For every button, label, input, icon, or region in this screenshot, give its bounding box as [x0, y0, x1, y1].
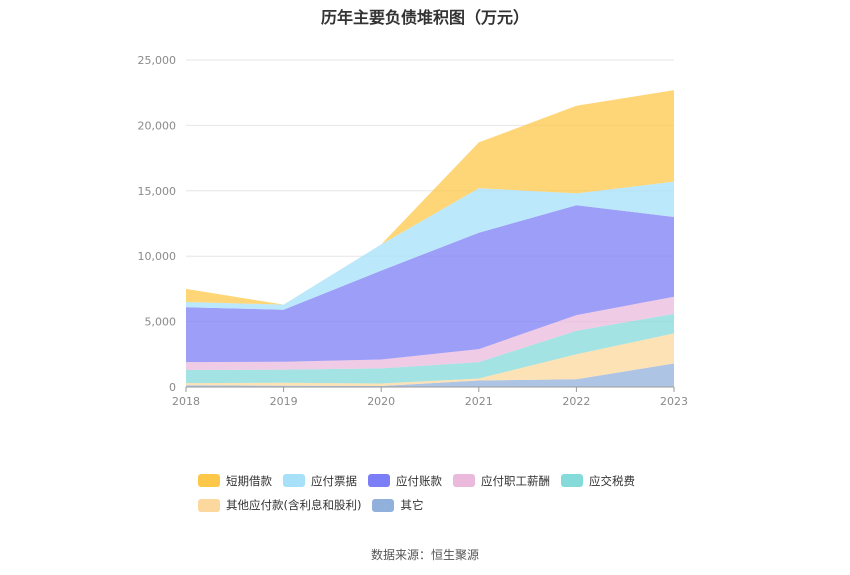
legend-item[interactable]: 应付账款 — [368, 473, 442, 489]
area-series-应付职工薪酬[interactable] — [186, 296, 674, 370]
y-tick-label: 10,000 — [138, 250, 177, 263]
legend-label: 应付职工薪酬 — [481, 473, 550, 488]
area-series-短期借款[interactable] — [186, 90, 674, 305]
legend-label: 短期借款 — [226, 473, 272, 488]
area-series-其他应付款(含利息和股利)[interactable] — [186, 333, 674, 386]
legend-label: 其它 — [400, 498, 424, 512]
area-series — [186, 90, 674, 387]
legend: 短期借款 应付票据 应付账款 应付职工薪酬 应交税费其他应付款(含利息和股利) 其它 — [198, 472, 678, 521]
legend-label: 应交税费 — [589, 473, 635, 488]
legend-swatch — [368, 474, 390, 487]
legend-item[interactable]: 其他应付款(含利息和股利) — [198, 497, 361, 513]
y-tick-label: 0 — [169, 381, 176, 394]
legend-item[interactable]: 应交税费 — [561, 473, 635, 489]
data-source: 数据来源：恒生聚源 — [370, 548, 479, 562]
x-tick-label: 2018 — [172, 395, 200, 408]
legend-swatch — [453, 474, 475, 487]
chart-title: 历年主要负债堆积图（万元） — [320, 8, 529, 27]
legend-label: 应付票据 — [311, 473, 357, 488]
legend-swatch — [561, 474, 583, 487]
legend-swatch — [283, 474, 305, 487]
legend-swatch — [198, 474, 220, 487]
legend-label: 应付账款 — [396, 473, 442, 488]
legend-swatch — [372, 498, 395, 512]
area-series-应交税费[interactable] — [186, 313, 674, 384]
legend-item[interactable]: 其它 — [372, 497, 423, 513]
y-tick-label: 15,000 — [138, 185, 177, 198]
y-tick-label: 5,000 — [145, 316, 177, 329]
y-tick-label: 25,000 — [138, 54, 177, 67]
x-tick-label: 2020 — [367, 395, 395, 408]
legend-item[interactable]: 应付职工薪酬 — [453, 473, 550, 489]
y-tick-label: 20,000 — [138, 119, 177, 132]
axes: 0 5,000 10,000 15,000 20,000 25,000 2018 2019 20… — [138, 54, 689, 408]
legend-item[interactable]: 短期借款 — [198, 473, 272, 489]
legend-label: 其他应付款(含利息和股利) — [226, 498, 362, 512]
x-tick-label: 2019 — [270, 395, 298, 408]
x-tick-label: 2022 — [562, 395, 590, 408]
area-series-应付票据[interactable] — [186, 181, 674, 310]
legend-swatch — [198, 498, 220, 512]
legend-item[interactable]: 应付票据 — [283, 473, 357, 489]
x-tick-label: 2021 — [465, 395, 493, 408]
x-tick-label: 2023 — [660, 395, 688, 408]
area-series-其它[interactable] — [186, 363, 674, 388]
area-series-应付账款[interactable] — [186, 205, 674, 363]
